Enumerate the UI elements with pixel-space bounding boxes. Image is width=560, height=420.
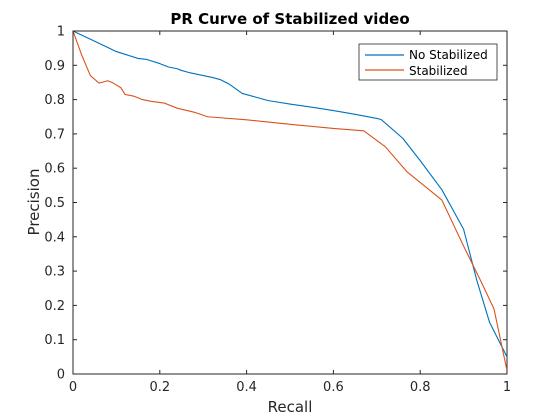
x-tick-label: 0.2 <box>149 380 170 395</box>
y-tick-label: 0.3 <box>44 265 65 280</box>
y-axis-label: Precision <box>25 169 43 236</box>
y-tick-label: 0.2 <box>44 299 65 314</box>
legend: No Stabilized Stabilized <box>358 43 498 81</box>
series-line-no-stabilized <box>72 30 508 358</box>
plot-area: 0 0.2 0.4 0.6 0.8 1 0 0.1 0.2 0.3 0.4 0.5 0.6 0.7 0.8 0… <box>44 25 511 396</box>
chart-title: PR Curve of Stabilized video <box>170 10 409 28</box>
y-tick-label: 0.5 <box>44 196 65 211</box>
legend-box <box>358 43 498 81</box>
y-tick-label: 1 <box>57 25 65 40</box>
y-tick-label: 0.1 <box>44 333 65 348</box>
series-line-stabilized <box>72 30 508 371</box>
x-tick-label: 1 <box>503 380 511 395</box>
x-tick-label: 0.6 <box>323 380 344 395</box>
y-tick-label: 0.9 <box>44 59 65 74</box>
x-axis-label: Recall <box>268 398 313 416</box>
x-tick-label: 0 <box>69 380 77 395</box>
legend-label-stabilized: Stabilized <box>409 64 468 78</box>
x-tick-label: 0.4 <box>236 380 257 395</box>
y-tick-label: 0.7 <box>44 127 65 142</box>
series-layer <box>72 30 508 371</box>
legend-label-no-stabilized: No Stabilized <box>409 48 488 62</box>
tick-layer: 0 0.2 0.4 0.6 0.8 1 0 0.1 0.2 0.3 0.4 0.5 0.6 0.7 0.8 0… <box>44 25 511 396</box>
y-tick-label: 0.4 <box>44 230 65 245</box>
x-tick-label: 0.8 <box>410 380 431 395</box>
y-tick-label: 0.8 <box>44 93 65 108</box>
y-tick-label: 0 <box>57 368 65 383</box>
plot-background <box>72 30 508 375</box>
y-tick-label: 0.6 <box>44 162 65 177</box>
